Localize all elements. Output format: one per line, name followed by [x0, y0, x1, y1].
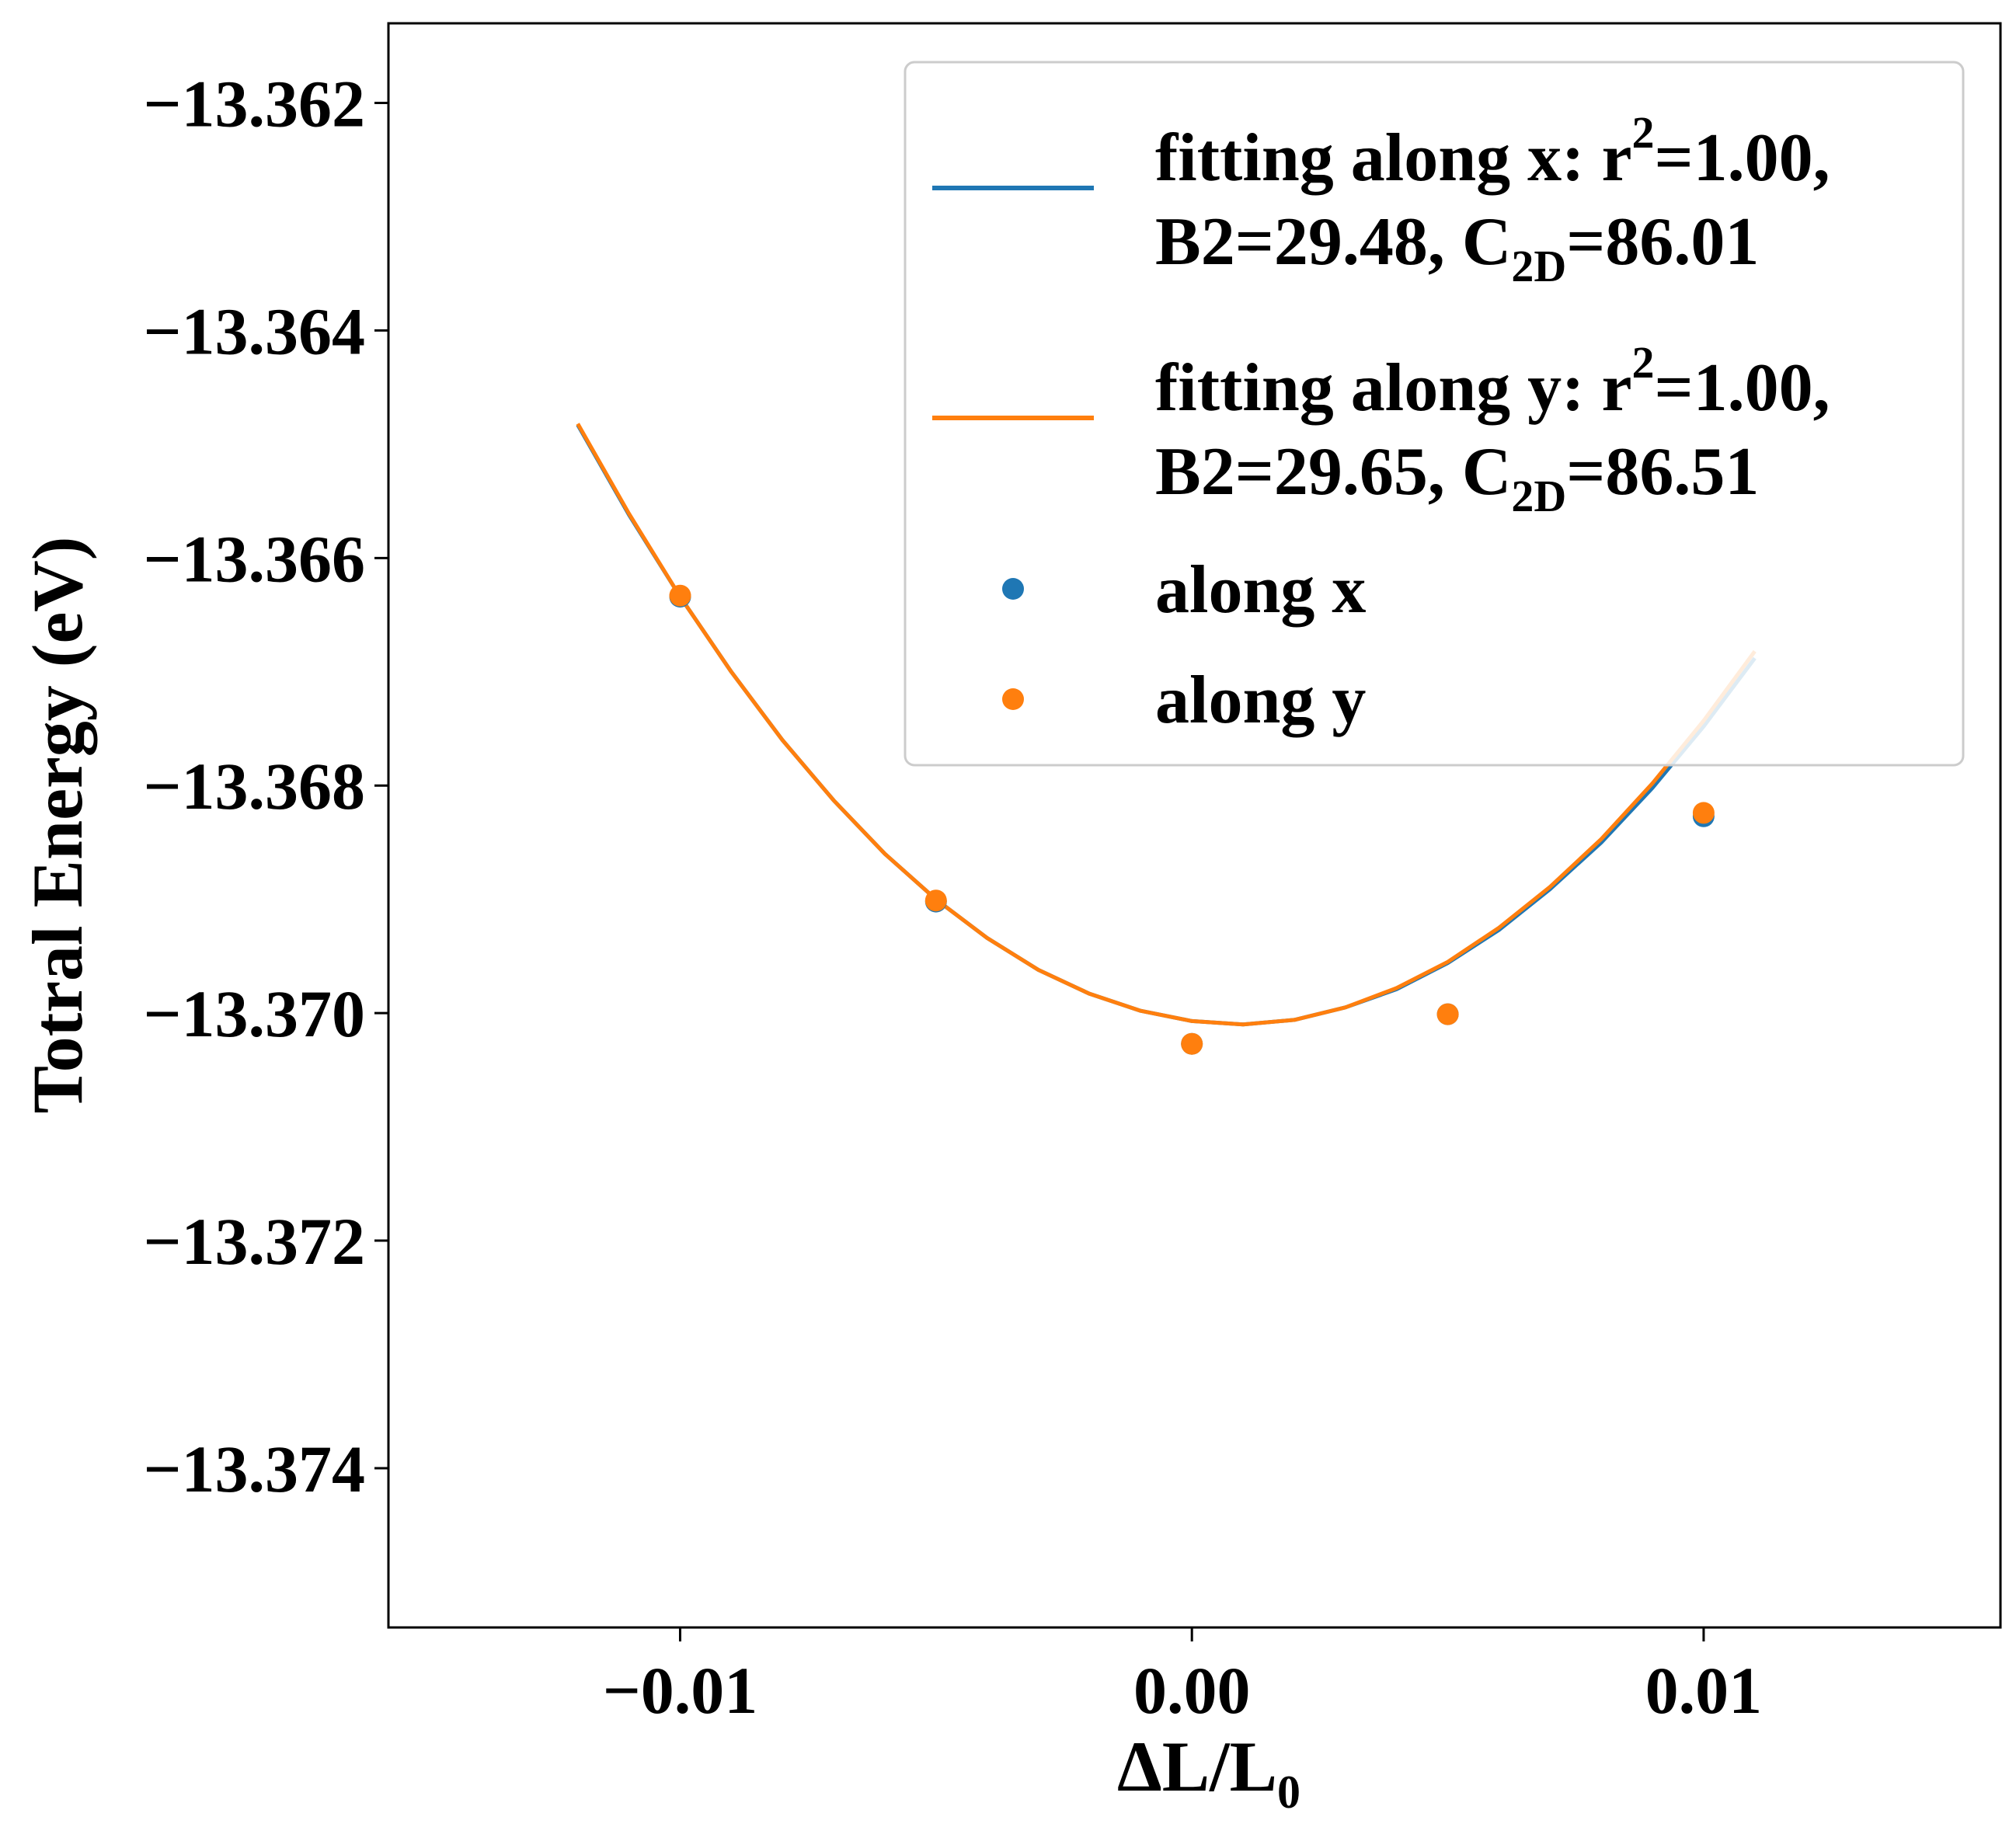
x-axis-label-subscript: 0	[1277, 1767, 1300, 1818]
legend-fit-x-line1-tail: =1.00,	[1655, 120, 1830, 196]
y-tick-label-5: −13.372	[143, 1204, 365, 1279]
y-tick-label-0: −13.362	[143, 67, 365, 141]
legend-fit-x-line2-tail: =86.01	[1566, 204, 1759, 280]
series-line-1	[576, 423, 1757, 1027]
series-3-point-2	[1181, 1032, 1203, 1055]
legend-fit-x-sub: 2D	[1511, 241, 1566, 291]
plot-frame	[387, 22, 2002, 1629]
legend-fit-y-line1: fitting along y: r2=1.00,	[1155, 337, 1830, 426]
x-tick-label-1: 0.00	[1133, 1653, 1251, 1728]
legend-fit-y-line1-text: fitting along y: r	[1155, 350, 1632, 426]
y-tick-label-1: −13.364	[143, 294, 365, 368]
legend-fit-x-line2-text: B2=29.48, C	[1155, 204, 1511, 280]
y-axis-label: Totral Energy (eV)	[18, 537, 97, 1114]
legend-fit-y-line2: B2=29.65, C2D=86.51	[1155, 434, 1759, 521]
series-3-point-4	[1692, 802, 1715, 824]
y-tick-label-2: −13.366	[143, 521, 365, 596]
legend: fitting along x: r2=1.00, B2=29.48, C2D=…	[904, 61, 1965, 767]
y-tick-label-3: −13.368	[143, 749, 365, 823]
x-tick-label-2: 0.01	[1645, 1653, 1763, 1728]
legend-along-y-label: along y	[1155, 663, 1366, 738]
legend-fit-y-line2-tail: =86.51	[1566, 434, 1759, 510]
legend-fit-x-line2: B2=29.48, C2D=86.01	[1155, 204, 1759, 291]
series-3-point-0	[669, 584, 691, 607]
legend-marker-along-y	[1002, 688, 1024, 710]
series-3-point-1	[924, 889, 947, 912]
legend-fit-x-sup: 2	[1632, 107, 1655, 158]
legend-along-x-label: along x	[1155, 552, 1366, 628]
x-tick-label-0: −0.01	[603, 1653, 758, 1728]
legend-fit-y-line2-text: B2=29.65, C	[1155, 434, 1511, 510]
legend-marker-along-x	[1002, 578, 1024, 600]
legend-fit-y-sub: 2D	[1511, 471, 1566, 521]
legend-fit-y-line1-tail: =1.00,	[1655, 350, 1830, 426]
ticks-layer: −0.01 0.00 0.01 −13.362 −13.364 −13.366 −13.36…	[143, 67, 1762, 1728]
series-3-point-3	[1436, 1003, 1459, 1025]
legend-box	[904, 61, 1965, 767]
legend-fit-x-line1-text: fitting along x: r	[1155, 120, 1632, 196]
y-tick-label-6: −13.374	[143, 1432, 365, 1506]
legend-fit-y-sup: 2	[1632, 337, 1655, 388]
series-layer	[576, 423, 1757, 1055]
x-axis-label: ΔL/L0	[1117, 1727, 1300, 1818]
x-axis-label-main: ΔL/L	[1117, 1727, 1277, 1806]
y-tick-label-4: −13.370	[143, 976, 365, 1051]
legend-fit-x-line1: fitting along x: r2=1.00,	[1155, 107, 1830, 196]
